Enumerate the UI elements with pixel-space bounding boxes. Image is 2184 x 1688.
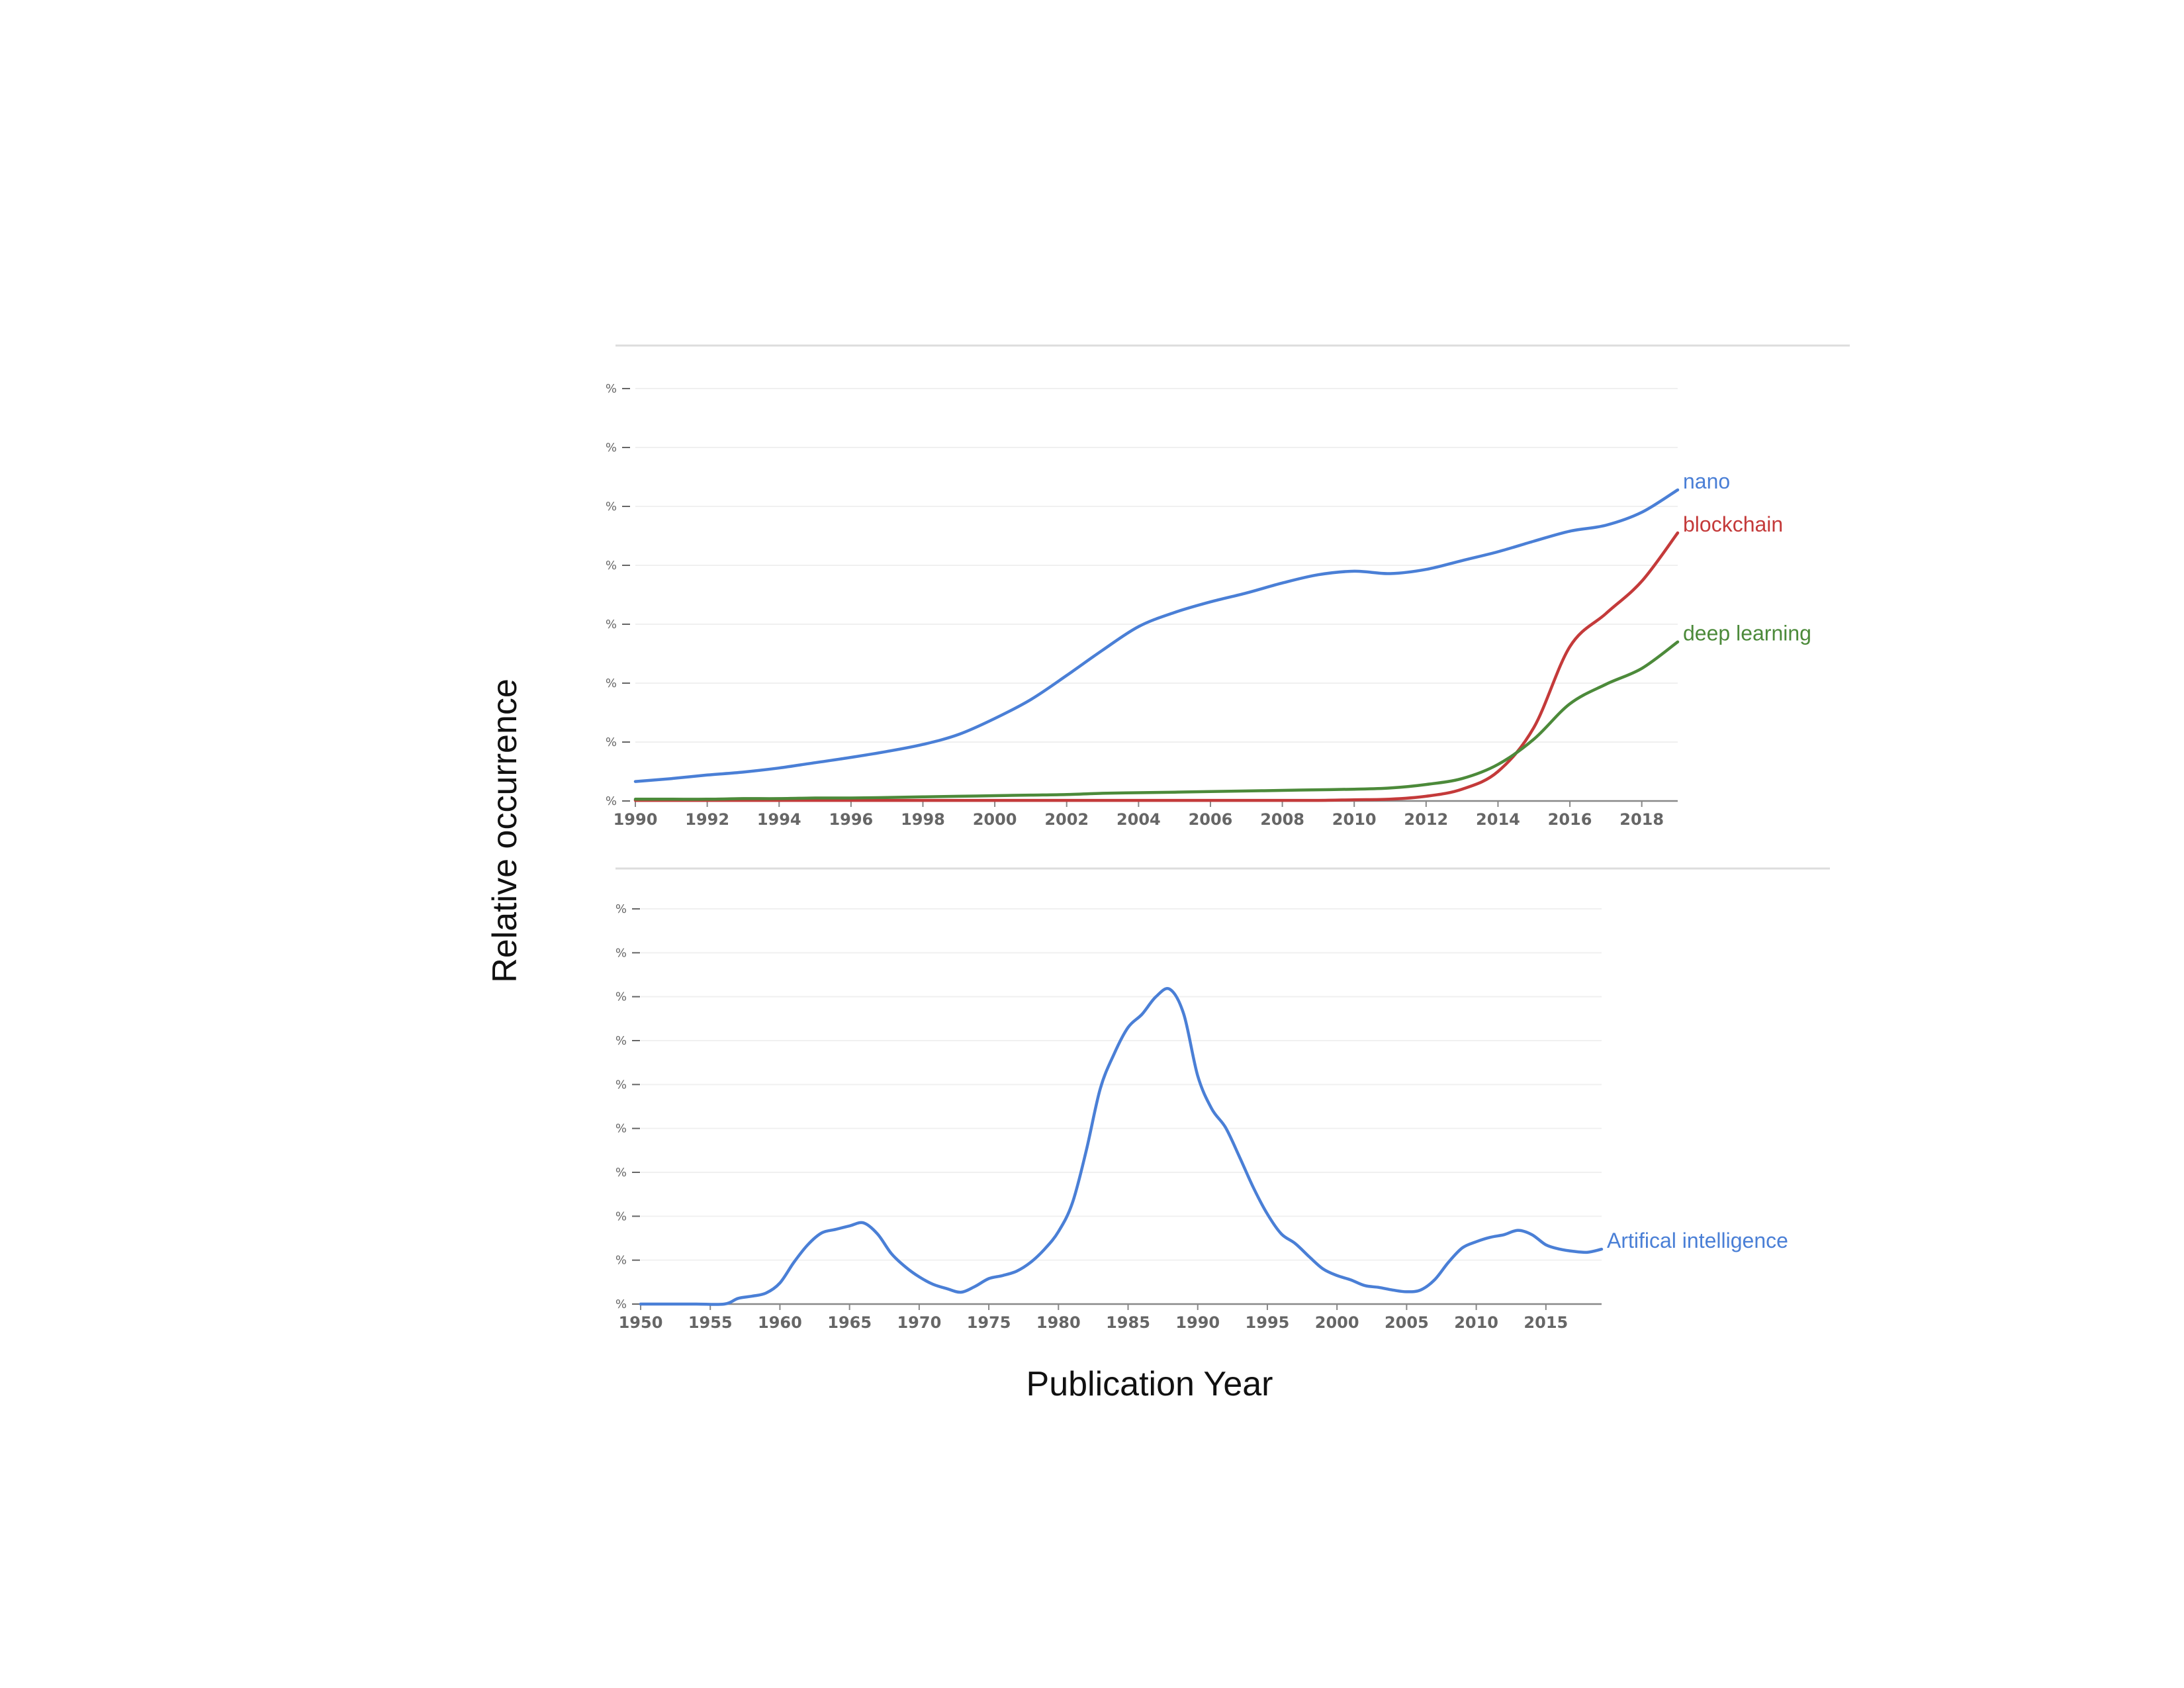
series-line-blockchain — [633, 531, 1680, 802]
y-tick-label: % — [615, 902, 627, 916]
y-tick-label: % — [606, 559, 617, 573]
x-tick-label: 1975 — [967, 1313, 1011, 1332]
series-line-nano — [633, 488, 1680, 783]
x-tick-label: 2006 — [1189, 810, 1233, 829]
series-label: nano — [1683, 469, 1730, 493]
x-tick-label: 2000 — [1315, 1313, 1359, 1332]
y-tick-label: % — [615, 1078, 627, 1092]
x-tick-label: 2016 — [1548, 810, 1592, 829]
y-tick-label: % — [615, 1166, 627, 1180]
x-tick-label: 1985 — [1106, 1313, 1150, 1332]
x-tick-label: 2015 — [1524, 1313, 1568, 1332]
x-tick-label: 2005 — [1385, 1313, 1429, 1332]
series-label: deep learning — [1683, 622, 1811, 645]
x-tick-label: 1955 — [688, 1313, 733, 1332]
y-tick-label: % — [615, 1297, 627, 1311]
y-tick-label: % — [606, 735, 617, 749]
x-tick-label: 2002 — [1044, 810, 1089, 829]
series-line-artifical-intelligence — [639, 987, 1604, 1306]
x-tick-label: 1994 — [757, 810, 801, 829]
x-tick-label: 2014 — [1476, 810, 1520, 829]
x-tick-label: 1998 — [901, 810, 945, 829]
x-tick-label: 1950 — [619, 1313, 663, 1332]
x-axis-title: Publication Year — [1026, 1365, 1273, 1403]
series-line-deep-learning — [633, 640, 1680, 801]
series-label: blockchain — [1683, 512, 1783, 536]
series-label: Artifical intelligence — [1607, 1229, 1788, 1252]
y-tick-label: % — [615, 1034, 627, 1048]
y-tick-label: % — [606, 441, 617, 455]
y-tick-label: % — [606, 500, 617, 514]
y-tick-label: % — [606, 618, 617, 632]
y-tick-label: % — [606, 677, 617, 690]
x-tick-label: 2018 — [1619, 810, 1664, 829]
x-tick-label: 1980 — [1036, 1313, 1081, 1332]
chart-bottom: %%%%%%%%%% 1950 1955 1960 1965 1970 1975 1980 19… — [615, 902, 1788, 1332]
x-tick-label: 2000 — [973, 810, 1017, 829]
x-tick-label: 2010 — [1332, 810, 1377, 829]
y-tick-label: % — [606, 794, 617, 808]
y-axis-title: Relative occurrence — [486, 679, 524, 983]
x-tick-label: 2008 — [1260, 810, 1304, 829]
x-tick-label: 1960 — [758, 1313, 802, 1332]
x-tick-label: 1992 — [685, 810, 729, 829]
x-tick-label: 1990 — [614, 810, 658, 829]
y-tick-label: % — [615, 1209, 627, 1223]
y-tick-label: % — [615, 990, 627, 1004]
y-tick-label: % — [615, 946, 627, 960]
x-tick-label: 2010 — [1454, 1313, 1498, 1332]
x-tick-label: 1995 — [1246, 1313, 1290, 1332]
x-tick-label: 1996 — [829, 810, 873, 829]
x-tick-label: 2012 — [1404, 810, 1448, 829]
chart-top: %%%%%%%% 1990 1992 1994 1996 1998 2000 2002 2004… — [606, 382, 1811, 829]
x-tick-label: 1990 — [1175, 1313, 1220, 1332]
x-tick-label: 1970 — [897, 1313, 941, 1332]
y-tick-label: % — [615, 1122, 627, 1136]
x-tick-label: 1965 — [827, 1313, 872, 1332]
x-tick-label: 2004 — [1116, 810, 1161, 829]
y-tick-label: % — [615, 1254, 627, 1268]
y-tick-label: % — [606, 382, 617, 396]
